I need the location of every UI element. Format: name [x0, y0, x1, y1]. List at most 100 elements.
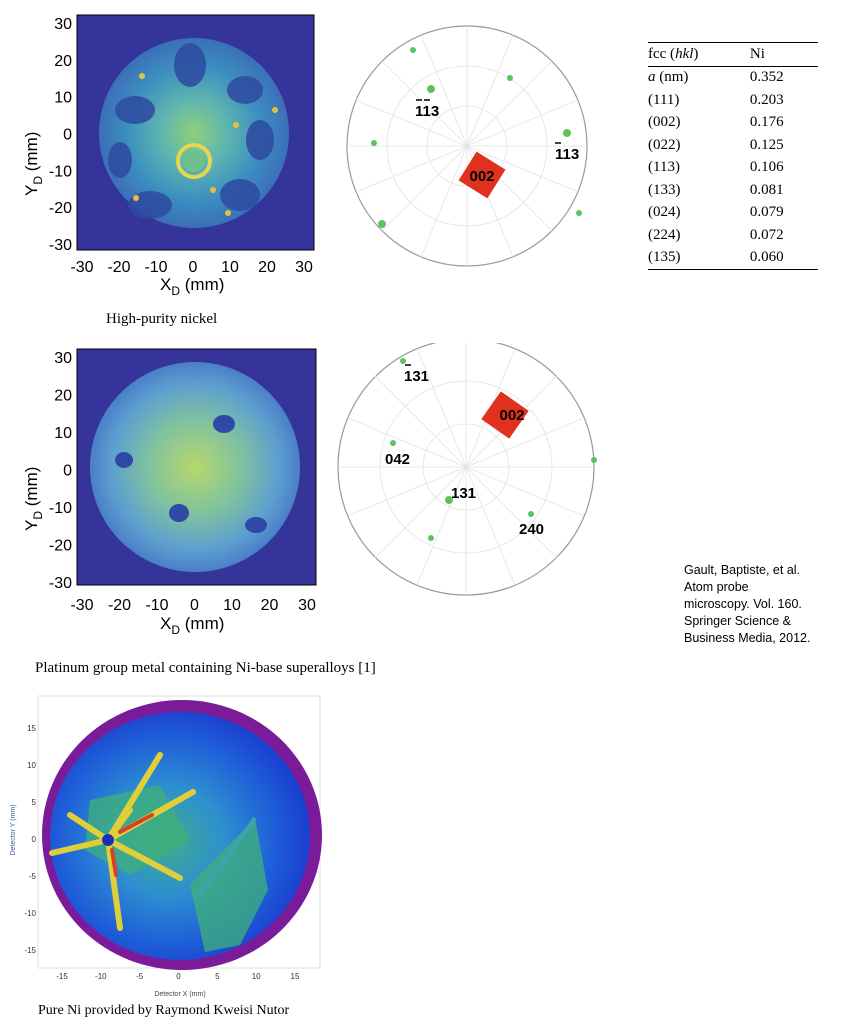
reference-line: microscopy. Vol. 160. — [684, 596, 854, 613]
lattice-spacing-table: fcc (hkl) Ni a (nm) 0.352 (111) 0.203 (002) 0… — [648, 42, 818, 270]
reference-line: Business Media, 2012. — [684, 630, 854, 647]
x-tick-label: 30 — [295, 259, 313, 276]
table-row: (133) 0.081 — [648, 179, 818, 202]
table-row: (002) 0.176 — [648, 112, 818, 135]
pole-240-label: 240 — [519, 521, 544, 538]
row-value: 0.176 — [732, 112, 818, 135]
x-axis-label: XD (mm) — [160, 275, 224, 298]
x-tick-label: 15 — [291, 972, 300, 981]
detector-map-superalloy: -30 -20 -10 0 10 20 30 30 20 10 0 -10 -20 -30 XD (mm… — [0, 335, 330, 645]
x-tick-label: 10 — [252, 972, 261, 981]
y-tick-label: 30 — [54, 16, 72, 33]
y-axis-label: YD (mm) — [22, 132, 45, 196]
x-tick-label: -10 — [95, 972, 107, 981]
row-label: (111) — [648, 89, 732, 112]
row-label: (002) — [648, 112, 732, 135]
y-tick-label: 20 — [54, 53, 72, 70]
x-tick-label: 20 — [261, 597, 279, 614]
x-tick-label: -10 — [145, 597, 168, 614]
x-tick-label: -30 — [70, 259, 93, 276]
table-row: (111) 0.203 — [648, 89, 818, 112]
table-row: (113) 0.106 — [648, 157, 818, 180]
caption-superalloy: Platinum group metal containing Ni-base … — [35, 660, 376, 677]
reference-line: Gault, Baptiste, et al. — [684, 562, 854, 579]
row-value: 0.079 — [732, 202, 818, 225]
stereogram-superalloy: 002 131 042 131 240 — [333, 343, 601, 605]
y-tick-label: 0 — [63, 127, 72, 144]
row-label: (224) — [648, 224, 732, 247]
reference-line: Springer Science & — [684, 613, 854, 630]
pole-113-label-left: 113 — [415, 103, 439, 120]
x-tick-label: -5 — [136, 972, 144, 981]
y-tick-label: 0 — [63, 463, 72, 480]
pole-002-label: 002 — [469, 168, 494, 185]
x-axis-label: XD (mm) — [160, 614, 224, 637]
y-tick-label: 0 — [32, 835, 37, 844]
caption-pure-ni: Pure Ni provided by Raymond Kweisi Nutor — [38, 1003, 289, 1019]
detector-map-pure-ni: -15 -10 -5 0 5 10 15 15 10 5 0 -5 -10 -15 Detector X… — [0, 690, 330, 1000]
header-ni: Ni — [732, 43, 818, 67]
y-tick-label: -20 — [49, 538, 72, 555]
reference-line: Atom probe — [684, 579, 854, 596]
stereogram-high-purity-nickel: 002 113 113 — [340, 18, 600, 278]
x-tick-label: 20 — [258, 259, 276, 276]
y-tick-label: -15 — [24, 946, 36, 955]
row-label: (024) — [648, 202, 732, 225]
x-tick-label: 30 — [298, 597, 316, 614]
x-axis-label: Detector X (mm) — [154, 991, 205, 998]
y-tick-label: -20 — [49, 200, 72, 217]
y-tick-label: -30 — [49, 575, 72, 592]
y-tick-label: -10 — [49, 500, 72, 517]
pole-002-label: 002 — [499, 407, 524, 424]
x-tick-label: 0 — [190, 597, 199, 614]
row-value: 0.072 — [732, 224, 818, 247]
row-value: 0.081 — [732, 179, 818, 202]
y-tick-label: -30 — [49, 237, 72, 254]
x-tick-label: 0 — [189, 259, 198, 276]
y-tick-label: 15 — [27, 724, 36, 733]
y-axis-label: Detector Y (mm) — [10, 804, 17, 855]
x-tick-label: -20 — [107, 259, 130, 276]
y-tick-label: 10 — [54, 90, 72, 107]
x-tick-label: -20 — [108, 597, 131, 614]
reference-citation: Gault, Baptiste, et al. Atom probe microsc… — [684, 562, 854, 647]
pole-131-label-center: 131 — [451, 485, 476, 502]
table-row: a (nm) 0.352 — [648, 66, 818, 89]
row-label: (113) — [648, 157, 732, 180]
y-tick-label: -10 — [24, 909, 36, 918]
caption-high-purity-nickel: High-purity nickel — [106, 311, 217, 328]
x-tick-label: 5 — [215, 972, 220, 981]
y-tick-label: 30 — [54, 350, 72, 367]
y-tick-label: 10 — [54, 425, 72, 442]
x-tick-label: -15 — [56, 972, 68, 981]
header-fcc: fcc (hkl) — [648, 43, 732, 67]
stereo-grid — [347, 26, 587, 266]
detector-map-high-purity-nickel: -30 -20 -10 0 10 20 30 30 20 10 0 -10 -20 -30 XD (mm… — [0, 0, 330, 305]
row-value: 0.106 — [732, 157, 818, 180]
y-tick-label: -10 — [49, 163, 72, 180]
table-row: (224) 0.072 — [648, 224, 818, 247]
table-row: (024) 0.079 — [648, 202, 818, 225]
row-label: (135) — [648, 247, 732, 270]
row-label: a (nm) — [648, 66, 732, 89]
row-label: (133) — [648, 179, 732, 202]
center-pole — [102, 834, 114, 846]
table-row: (135) 0.060 — [648, 247, 818, 270]
x-tick-label: 0 — [176, 972, 181, 981]
pole-113-label-right: 113 — [555, 146, 579, 163]
row-label: (022) — [648, 134, 732, 157]
table-row: (022) 0.125 — [648, 134, 818, 157]
y-axis-label: YD (mm) — [22, 467, 45, 531]
x-tick-label: -10 — [144, 259, 167, 276]
y-tick-label: 5 — [32, 798, 37, 807]
x-tick-label: -30 — [70, 597, 93, 614]
row-value: 0.060 — [732, 247, 818, 270]
table-header: fcc (hkl) Ni — [648, 43, 818, 67]
y-tick-label: 10 — [27, 761, 36, 770]
pole-131-label-top: 131 — [404, 368, 429, 385]
x-tick-label: 10 — [221, 259, 239, 276]
row-value: 0.352 — [732, 66, 818, 89]
pole-042-label: 042 — [385, 451, 410, 468]
x-tick-label: 10 — [223, 597, 241, 614]
row-value: 0.203 — [732, 89, 818, 112]
